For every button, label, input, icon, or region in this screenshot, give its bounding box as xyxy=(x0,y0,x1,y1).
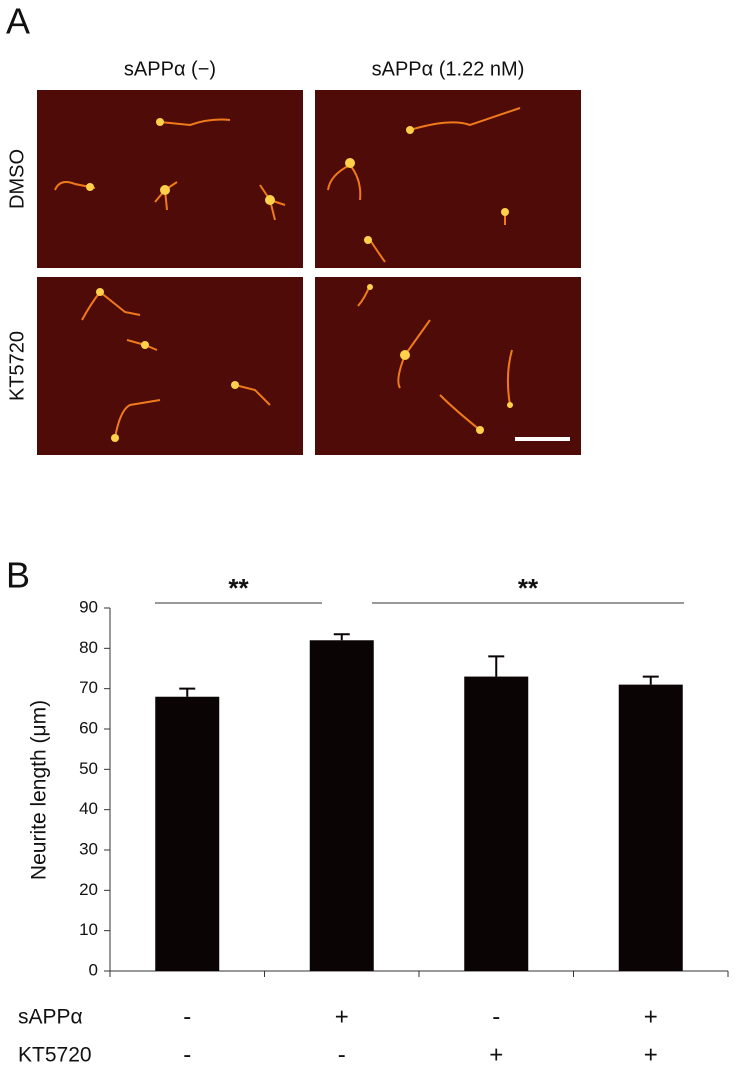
row-header: DMSO xyxy=(6,149,28,209)
micrograph xyxy=(315,277,581,455)
condition-sign: - xyxy=(492,1003,500,1030)
panel-label: A xyxy=(6,1,30,42)
error-bar xyxy=(488,655,505,677)
column-header: sAPPα (1.22 nM) xyxy=(372,58,525,80)
condition-sign: - xyxy=(183,1003,191,1030)
y-tick-label: 10 xyxy=(79,920,98,939)
condition-sign: + xyxy=(644,1041,658,1068)
bar xyxy=(618,684,683,971)
condition-sign: - xyxy=(338,1041,346,1068)
y-tick-label: 20 xyxy=(79,880,98,899)
panel-label: B xyxy=(6,555,30,596)
bar xyxy=(309,640,374,971)
somata xyxy=(86,118,513,442)
micrographs xyxy=(37,90,581,455)
error-bar xyxy=(333,633,350,641)
y-tick-label: 90 xyxy=(79,597,98,616)
y-tick-label: 30 xyxy=(79,839,98,858)
neurites xyxy=(54,107,521,439)
y-tick-label: 80 xyxy=(79,638,98,657)
significance-label: ** xyxy=(518,573,539,603)
bar xyxy=(155,696,220,971)
micrograph xyxy=(37,277,303,455)
y-tick-label: 0 xyxy=(89,960,98,979)
error-bar xyxy=(642,675,659,685)
condition-sign: + xyxy=(489,1041,503,1068)
column-header: sAPPα (−) xyxy=(124,58,216,80)
y-tick-label: 50 xyxy=(79,759,98,778)
condition-sign: - xyxy=(183,1041,191,1068)
micrograph xyxy=(315,90,581,268)
condition-sign: + xyxy=(644,1003,658,1030)
condition-name: KT5720 xyxy=(18,1044,92,1067)
y-tick-label: 70 xyxy=(79,678,98,697)
error-bar xyxy=(179,687,196,697)
micrograph xyxy=(37,90,303,268)
bar xyxy=(464,676,529,971)
row-header: KT5720 xyxy=(6,331,28,401)
y-tick-label: 40 xyxy=(79,799,98,818)
condition-name: sAPPα xyxy=(18,1006,83,1029)
significance-label: ** xyxy=(228,573,249,603)
condition-sign: + xyxy=(335,1003,349,1030)
y-tick-label: 60 xyxy=(79,718,98,737)
y-axis-label: Neurite length (μm) xyxy=(28,700,51,880)
